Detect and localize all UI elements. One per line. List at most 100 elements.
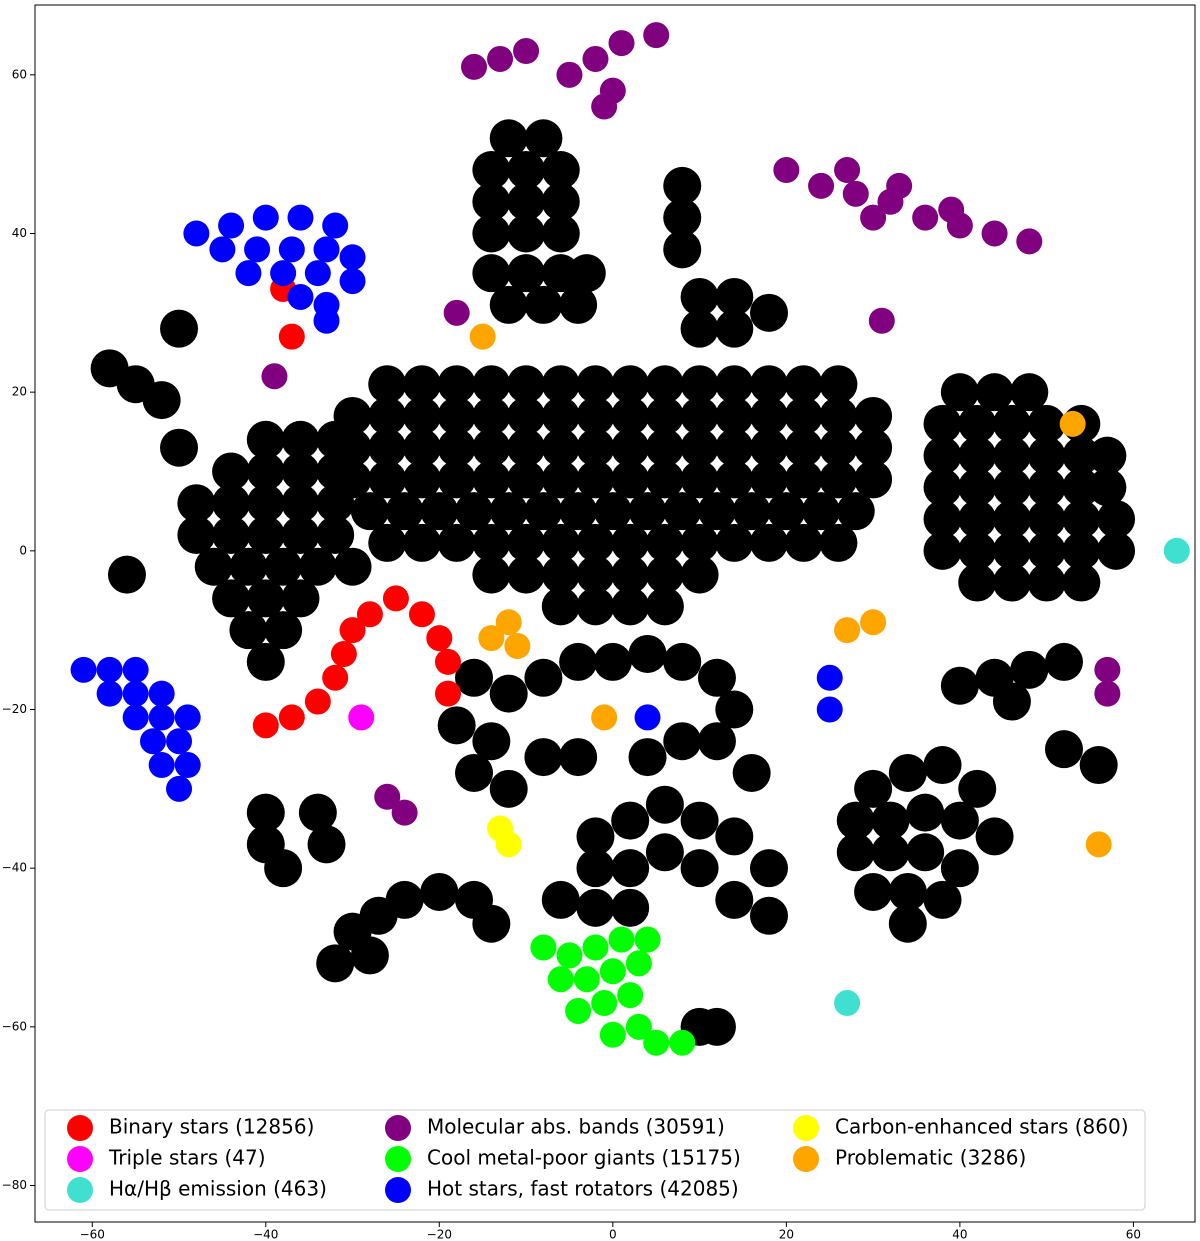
- point: [611, 396, 650, 435]
- point: [784, 523, 823, 562]
- point: [576, 555, 615, 594]
- point: [122, 656, 149, 683]
- point: [489, 492, 528, 531]
- point: [437, 523, 476, 562]
- point: [906, 833, 945, 872]
- point: [611, 365, 650, 404]
- point: [402, 460, 441, 499]
- point: [591, 704, 618, 731]
- point: [385, 880, 424, 919]
- point: [1097, 531, 1136, 570]
- point: [715, 365, 754, 404]
- point: [252, 204, 279, 231]
- point: [437, 428, 476, 467]
- point: [645, 587, 684, 626]
- point: [975, 373, 1014, 412]
- point: [246, 515, 285, 554]
- point: [298, 547, 337, 586]
- point: [148, 680, 175, 707]
- point: [923, 531, 962, 570]
- point: [524, 658, 563, 697]
- point: [680, 849, 719, 888]
- point: [472, 365, 511, 404]
- legend-marker: [67, 1115, 93, 1141]
- point: [348, 704, 375, 731]
- point: [628, 738, 667, 777]
- point: [981, 220, 1008, 247]
- point: [322, 212, 349, 239]
- point: [868, 307, 895, 334]
- point: [680, 277, 719, 316]
- point: [1094, 680, 1121, 707]
- point: [382, 585, 409, 612]
- point: [541, 587, 580, 626]
- point: [281, 515, 320, 554]
- point: [472, 904, 511, 943]
- point: [1010, 650, 1049, 689]
- point: [368, 428, 407, 467]
- point: [281, 484, 320, 523]
- point: [541, 460, 580, 499]
- point: [160, 309, 199, 348]
- point: [819, 365, 858, 404]
- point: [1027, 404, 1066, 443]
- point: [281, 579, 320, 618]
- point: [1088, 468, 1127, 507]
- point: [645, 428, 684, 467]
- point: [871, 833, 910, 872]
- legend: Binary stars (12856) Triple stars (47) Hα/…: [44, 1109, 1146, 1211]
- y-tick-label: 40: [12, 226, 27, 240]
- point: [70, 656, 97, 683]
- point: [1016, 228, 1043, 255]
- point: [270, 260, 297, 287]
- point: [556, 942, 583, 969]
- point: [287, 283, 314, 310]
- point: [472, 214, 511, 253]
- legend-label: Binary stars (12856): [109, 1115, 314, 1139]
- x-tick-label: 0: [609, 1228, 617, 1241]
- point: [246, 452, 285, 491]
- point: [958, 563, 997, 602]
- point: [472, 722, 511, 761]
- point: [992, 563, 1031, 602]
- point: [634, 704, 661, 731]
- point: [174, 704, 201, 731]
- point: [750, 365, 789, 404]
- point: [322, 664, 349, 691]
- point: [472, 396, 511, 435]
- point: [559, 285, 598, 324]
- point: [854, 872, 893, 911]
- point: [524, 738, 563, 777]
- point: [576, 817, 615, 856]
- point: [611, 460, 650, 499]
- point: [854, 396, 893, 435]
- point: [576, 523, 615, 562]
- point: [645, 365, 684, 404]
- x-tick-label: −60: [80, 1228, 105, 1241]
- point: [591, 990, 618, 1017]
- point: [246, 642, 285, 681]
- point: [530, 934, 557, 961]
- point: [1097, 500, 1136, 539]
- point: [316, 515, 355, 554]
- point: [487, 45, 514, 72]
- point: [313, 236, 340, 263]
- point: [773, 157, 800, 184]
- legend-label: Molecular abs. bands (30591): [427, 1115, 725, 1139]
- point: [680, 801, 719, 840]
- point: [697, 1007, 736, 1046]
- point: [808, 172, 835, 199]
- point: [715, 690, 754, 729]
- point: [235, 260, 262, 287]
- legend-marker: [67, 1146, 93, 1172]
- point: [507, 214, 546, 253]
- point: [663, 230, 702, 269]
- point: [836, 801, 875, 840]
- point: [166, 775, 193, 802]
- point: [507, 365, 546, 404]
- point: [455, 658, 494, 697]
- point: [402, 396, 441, 435]
- point: [611, 888, 650, 927]
- point: [593, 642, 632, 681]
